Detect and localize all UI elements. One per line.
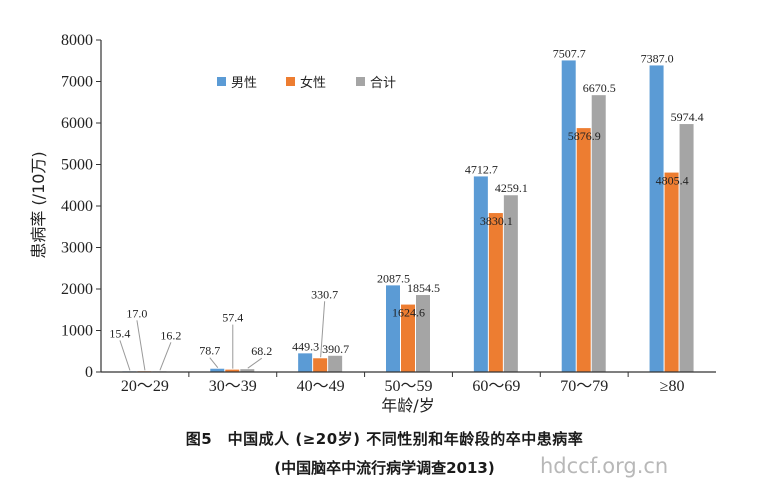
y-tick-label: 0 xyxy=(85,364,93,381)
data-label: 7387.0 xyxy=(641,51,674,65)
bar xyxy=(328,355,343,372)
bar xyxy=(298,353,313,372)
data-labels: 15.4 78.7 449.3 2087.5 4712.7 7507.7 7387.0 17.… xyxy=(109,46,703,358)
x-tick-label: 70～79 xyxy=(560,378,608,395)
data-label: 1624.6 xyxy=(392,306,425,320)
x-axis-label: 年龄/岁 xyxy=(381,396,434,415)
watermark: hdccf.org.cn xyxy=(540,454,669,478)
bar xyxy=(576,128,591,372)
data-label: 6670.5 xyxy=(583,81,616,95)
leader-line xyxy=(119,340,131,371)
bar xyxy=(386,285,400,372)
bar xyxy=(210,368,225,372)
data-label: 4259.1 xyxy=(495,181,528,195)
data-label: 5974.4 xyxy=(671,110,704,124)
data-label: 17.0 xyxy=(126,306,147,320)
data-label: 5876.9 xyxy=(568,129,601,143)
axes: 0 1000 2000 3000 4000 5000 6000 7000 8000 20～29 30… xyxy=(61,32,716,395)
y-tick-label: 7000 xyxy=(61,74,93,91)
bar xyxy=(313,358,328,372)
leader-line xyxy=(247,357,263,369)
data-label: 68.2 xyxy=(251,344,272,358)
x-tick-label: ≥80 xyxy=(660,378,685,395)
leader-line xyxy=(159,342,172,371)
data-label: 4712.7 xyxy=(465,162,498,176)
bar xyxy=(225,369,240,372)
data-label: 390.7 xyxy=(322,342,349,356)
y-tick-label: 4000 xyxy=(61,198,93,215)
data-label: 7507.7 xyxy=(553,46,586,60)
legend-label: 女性 xyxy=(300,75,326,91)
legend: 男性 女性 合计 xyxy=(217,75,396,91)
bar xyxy=(561,60,576,372)
legend-label: 合计 xyxy=(370,76,396,91)
leader-line xyxy=(136,320,146,371)
bar xyxy=(488,213,503,372)
legend-label: 男性 xyxy=(231,76,257,91)
bar xyxy=(503,195,518,372)
bar xyxy=(416,295,430,372)
data-label: 3830.1 xyxy=(480,214,513,228)
bar-chart: 15.4 78.7 449.3 2087.5 4712.7 7507.7 7387.0 17.… xyxy=(29,32,716,415)
bars-layer xyxy=(122,60,694,372)
data-label: 57.4 xyxy=(222,311,243,325)
data-label: 2087.5 xyxy=(377,271,410,285)
x-tick-label: 40～49 xyxy=(297,378,345,395)
data-label: 16.2 xyxy=(160,328,181,342)
legend-swatch xyxy=(356,77,365,86)
bar xyxy=(591,95,606,372)
bar xyxy=(664,172,679,372)
y-tick-label: 6000 xyxy=(61,115,93,132)
figure-title: 图5 中国成人 (≥20岁) 不同性别和年龄段的卒中患病率 xyxy=(185,430,584,448)
bar xyxy=(649,65,664,372)
y-tick-label: 1000 xyxy=(61,323,93,340)
data-label: 4805.4 xyxy=(656,174,689,188)
data-label: 1854.5 xyxy=(407,281,440,295)
bar xyxy=(240,369,255,372)
leader-lines xyxy=(119,301,326,371)
legend-swatch xyxy=(286,77,295,86)
bar xyxy=(401,304,415,372)
y-tick-label: 8000 xyxy=(61,32,93,49)
bar xyxy=(473,176,488,372)
x-tick-label: 30～39 xyxy=(209,378,257,395)
legend-swatch xyxy=(217,77,226,86)
data-label: 78.7 xyxy=(199,344,220,358)
x-tick-label: 50～59 xyxy=(384,378,432,395)
data-label: 330.7 xyxy=(311,287,338,301)
leader-line xyxy=(209,357,219,369)
x-tick-label: 20～29 xyxy=(121,378,169,395)
bar xyxy=(679,124,694,372)
data-label: 449.3 xyxy=(292,339,319,353)
data-label: 15.4 xyxy=(109,326,130,340)
x-tick-label: 60～69 xyxy=(472,378,520,395)
y-axis-label: 患病率 (/10万) xyxy=(29,151,48,258)
figure-subtitle: (中国脑卒中流行病学调查2013) xyxy=(274,459,495,477)
y-tick-label: 3000 xyxy=(61,240,93,257)
y-tick-label: 5000 xyxy=(61,157,93,174)
leader-line xyxy=(320,301,326,358)
y-tick-label: 2000 xyxy=(61,281,93,298)
